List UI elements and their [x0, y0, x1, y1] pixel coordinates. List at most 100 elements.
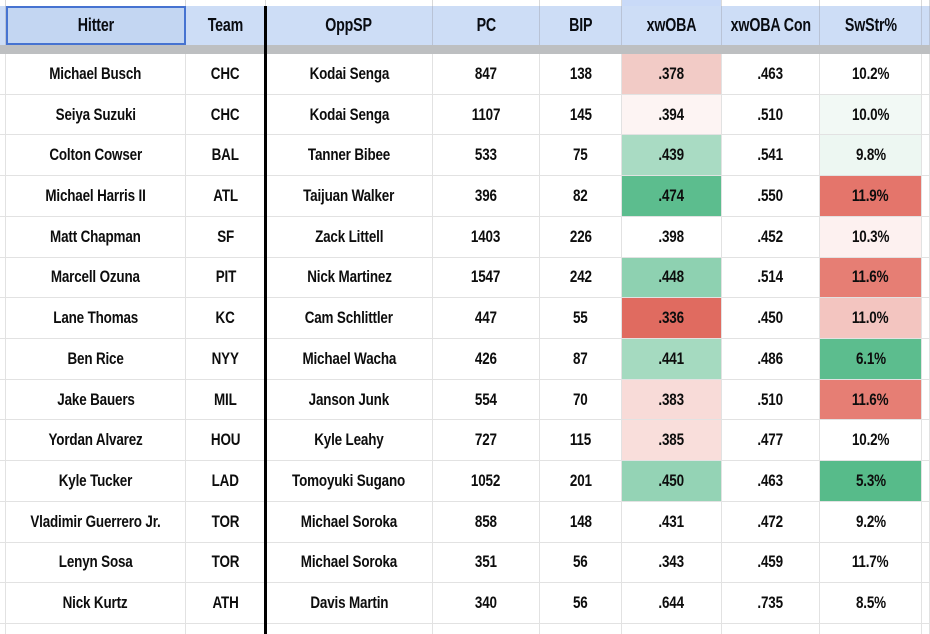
team-cell[interactable]: CHC — [186, 94, 266, 136]
pc-cell[interactable]: 351 — [433, 542, 540, 584]
team-cell[interactable]: LAD — [186, 461, 266, 502]
xwoba-con-cell[interactable]: .463 — [722, 54, 820, 95]
header-cell-xwoba-con[interactable]: xwOBA Con — [722, 6, 820, 45]
header-cell-oppsp[interactable]: OppSP — [266, 6, 433, 45]
xwoba-cell[interactable]: .398 — [622, 216, 722, 258]
swstr-cell[interactable]: 6.1% — [820, 339, 922, 380]
bip-cell[interactable]: 82 — [540, 176, 622, 217]
hitter-cell[interactable]: Lane Thomas — [6, 298, 186, 340]
xwoba-cell[interactable]: .343 — [622, 542, 722, 584]
xwoba-cell[interactable]: .441 — [622, 339, 722, 380]
xwoba-con-cell[interactable]: .486 — [722, 339, 820, 380]
swstr-cell[interactable]: 11.9% — [820, 176, 922, 217]
pc-cell[interactable]: 858 — [433, 501, 540, 543]
team-cell[interactable]: ATH — [186, 583, 266, 625]
oppsp-cell[interactable]: Michael Soroka — [266, 501, 433, 543]
hitter-cell[interactable]: Matt Chapman — [6, 216, 186, 258]
oppsp-cell[interactable]: Janson Junk — [266, 379, 433, 421]
hitter-cell[interactable]: Yordan Alvarez — [6, 420, 186, 462]
pc-cell[interactable]: 447 — [433, 298, 540, 340]
hitter-cell[interactable]: Nick Kurtz — [6, 583, 186, 625]
swstr-cell[interactable]: 11.6% — [820, 257, 922, 299]
pc-cell[interactable]: 1547 — [433, 257, 540, 299]
hitter-cell[interactable]: Jake Bauers — [6, 379, 186, 421]
oppsp-cell[interactable]: Cam Schlittler — [266, 298, 433, 340]
team-cell[interactable]: ATL — [186, 176, 266, 217]
swstr-cell[interactable]: 10.2% — [820, 420, 922, 462]
swstr-cell[interactable]: 11.6% — [820, 379, 922, 421]
xwoba-con-cell[interactable]: .550 — [722, 176, 820, 217]
xwoba-con-cell[interactable]: .472 — [722, 501, 820, 543]
bip-cell[interactable]: 56 — [540, 583, 622, 625]
oppsp-cell[interactable]: Tanner Bibee — [266, 135, 433, 177]
hitter-cell[interactable]: Michael Harris II — [6, 176, 186, 217]
xwoba-cell[interactable]: .383 — [622, 379, 722, 421]
hitter-cell[interactable]: Marcell Ozuna — [6, 257, 186, 299]
bip-cell[interactable]: 115 — [540, 420, 622, 462]
hitter-cell[interactable]: Michael Busch — [6, 54, 186, 95]
xwoba-cell[interactable]: .394 — [622, 94, 722, 136]
header-cell-team[interactable]: Team — [186, 6, 266, 45]
header-cell-pc[interactable]: PC — [433, 6, 540, 45]
bip-cell[interactable]: 145 — [540, 94, 622, 136]
xwoba-cell[interactable]: .474 — [622, 176, 722, 217]
xwoba-con-cell[interactable]: .514 — [722, 257, 820, 299]
xwoba-cell[interactable]: .450 — [622, 461, 722, 502]
pc-cell[interactable]: 340 — [433, 583, 540, 625]
hitter-cell[interactable]: Ben Rice — [6, 339, 186, 380]
bip-cell[interactable]: 148 — [540, 501, 622, 543]
oppsp-cell[interactable]: Tomoyuki Sugano — [266, 461, 433, 502]
xwoba-con-cell[interactable]: .510 — [722, 379, 820, 421]
oppsp-cell[interactable]: Michael Wacha — [266, 339, 433, 380]
pc-cell[interactable]: 426 — [433, 339, 540, 380]
swstr-cell[interactable]: 10.3% — [820, 216, 922, 258]
team-cell[interactable]: NYY — [186, 339, 266, 380]
bip-cell[interactable]: 87 — [540, 339, 622, 380]
pc-cell[interactable]: 847 — [433, 54, 540, 95]
xwoba-con-cell[interactable]: .477 — [722, 420, 820, 462]
team-cell[interactable]: SF — [186, 216, 266, 258]
team-cell[interactable]: TOR — [186, 542, 266, 584]
xwoba-con-cell[interactable]: .459 — [722, 542, 820, 584]
xwoba-cell[interactable]: .644 — [622, 583, 722, 625]
pc-cell[interactable]: 1052 — [433, 461, 540, 502]
oppsp-cell[interactable]: Kyle Leahy — [266, 420, 433, 462]
pc-cell[interactable]: 1403 — [433, 216, 540, 258]
bip-cell[interactable]: 242 — [540, 257, 622, 299]
oppsp-cell[interactable]: Zack Littell — [266, 216, 433, 258]
hitter-cell[interactable]: Colton Cowser — [6, 135, 186, 177]
oppsp-cell[interactable]: Davis Martin — [266, 583, 433, 625]
oppsp-cell[interactable]: Nick Martinez — [266, 257, 433, 299]
swstr-cell[interactable]: 10.0% — [820, 94, 922, 136]
bip-cell[interactable]: 138 — [540, 54, 622, 95]
bip-cell[interactable]: 55 — [540, 298, 622, 340]
pc-cell[interactable]: 727 — [433, 420, 540, 462]
pc-cell[interactable]: 1107 — [433, 94, 540, 136]
pc-cell[interactable]: 396 — [433, 176, 540, 217]
header-cell-hitter[interactable]: Hitter — [6, 6, 186, 45]
swstr-cell[interactable]: 9.2% — [820, 501, 922, 543]
xwoba-cell[interactable]: .378 — [622, 54, 722, 95]
swstr-cell[interactable]: 5.3% — [820, 461, 922, 502]
hitter-cell[interactable]: Kyle Tucker — [6, 461, 186, 502]
hitter-cell[interactable]: Seiya Suzuki — [6, 94, 186, 136]
oppsp-cell[interactable]: Kodai Senga — [266, 94, 433, 136]
header-cell-swstr[interactable]: SwStr% — [820, 6, 922, 45]
team-cell[interactable]: HOU — [186, 420, 266, 462]
oppsp-cell[interactable]: Michael Soroka — [266, 542, 433, 584]
swstr-cell[interactable]: 11.0% — [820, 298, 922, 340]
hitter-cell[interactable]: Vladimir Guerrero Jr. — [6, 501, 186, 543]
xwoba-con-cell[interactable]: .510 — [722, 94, 820, 136]
oppsp-cell[interactable]: Taijuan Walker — [266, 176, 433, 217]
team-cell[interactable]: KC — [186, 298, 266, 340]
xwoba-con-cell[interactable]: .450 — [722, 298, 820, 340]
xwoba-con-cell[interactable]: .735 — [722, 583, 820, 625]
team-cell[interactable]: TOR — [186, 501, 266, 543]
team-cell[interactable]: MIL — [186, 379, 266, 421]
oppsp-cell[interactable]: Kodai Senga — [266, 54, 433, 95]
xwoba-cell[interactable]: .439 — [622, 135, 722, 177]
swstr-cell[interactable]: 11.7% — [820, 542, 922, 584]
xwoba-cell[interactable]: .448 — [622, 257, 722, 299]
bip-cell[interactable]: 201 — [540, 461, 622, 502]
bip-cell[interactable]: 75 — [540, 135, 622, 177]
